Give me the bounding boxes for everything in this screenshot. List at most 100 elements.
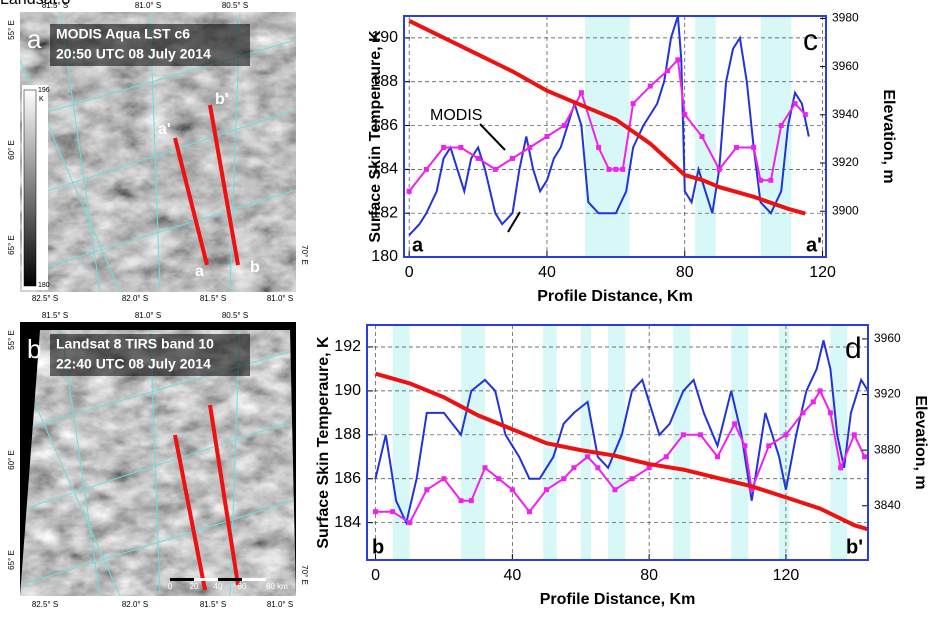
lon-label: 55° E — [7, 330, 16, 350]
colorbar-label: 196 — [38, 87, 50, 94]
series-marker — [800, 410, 806, 416]
series-marker — [468, 498, 474, 504]
x-tick-label: 80 — [640, 567, 658, 584]
lat-label: 81.5° S — [200, 600, 226, 609]
shaded-region — [673, 325, 691, 560]
shaded-region — [580, 325, 591, 560]
point-label: b' — [215, 91, 229, 108]
point-label: a' — [158, 121, 171, 138]
panel-label: b — [27, 334, 41, 364]
graticule — [20, 12, 296, 596]
profile-lines — [173, 104, 240, 591]
series-marker — [663, 454, 669, 460]
series-marker — [629, 476, 635, 482]
series-marker — [612, 487, 618, 493]
scale-bar — [170, 578, 266, 581]
series-marker — [595, 465, 601, 471]
plot-frame — [403, 15, 827, 258]
series-line — [408, 16, 810, 236]
series-marker — [613, 166, 619, 172]
y-tick-label: 186 — [371, 117, 398, 134]
title-box — [50, 334, 250, 376]
colorbar — [23, 89, 37, 287]
panel-label: d — [845, 332, 862, 365]
scale-label: 0 — [168, 582, 173, 591]
series-marker — [838, 465, 844, 471]
series-marker — [571, 465, 577, 471]
x-tick-label: 120 — [773, 567, 800, 584]
lat-label: 82.5° S — [32, 294, 58, 303]
scale-label: 40 — [214, 582, 223, 591]
series-marker — [810, 399, 816, 405]
lat-label: 81.5° S — [200, 294, 226, 303]
series-marker — [778, 123, 784, 129]
lat-label: 81.5° S — [42, 1, 68, 10]
series-annotation: Landsat 8 — [0, 0, 70, 8]
series-line — [408, 19, 806, 216]
lat-label: 82.5° S — [32, 600, 58, 609]
y2-tick-label: 3900 — [832, 203, 859, 217]
map-title: Landsat 8 TIRS band 10 — [56, 336, 214, 352]
shaded-region — [584, 16, 630, 257]
series-marker — [665, 68, 671, 74]
y-tick-label: 184 — [371, 161, 398, 178]
lat-label: 80.5° S — [222, 311, 248, 320]
series-marker — [862, 454, 868, 460]
corner-label: b — [372, 536, 384, 558]
series-marker — [827, 410, 833, 416]
y2-tick-label: 3960 — [874, 331, 901, 345]
plot-area — [404, 16, 826, 257]
y-axis-title: Surface Skin Temperaure, K — [367, 30, 384, 243]
y2-tick-label: 3980 — [832, 11, 859, 25]
y-axis-title: Surface Skin Temperaure, K — [315, 336, 332, 549]
series-marker — [407, 520, 413, 526]
colorbar-label: K — [39, 96, 44, 103]
series-marker — [526, 509, 532, 515]
series-marker — [751, 144, 757, 150]
annotation-leader — [479, 123, 506, 151]
series-marker — [742, 443, 748, 449]
series-marker — [715, 454, 721, 460]
series-marker — [716, 166, 722, 172]
point-label: a — [195, 263, 204, 280]
series-marker — [783, 432, 789, 438]
panel-label: c — [803, 24, 818, 57]
colorbar-label: 180 — [38, 282, 50, 289]
series-marker — [768, 177, 774, 183]
series-marker — [458, 498, 464, 504]
series-marker — [749, 487, 755, 493]
y2-tick-label: 3840 — [874, 498, 901, 512]
series-marker — [544, 134, 550, 139]
corner-label: a' — [806, 234, 822, 256]
shaded-region — [731, 325, 749, 560]
map-title: 22:40 UTC 08 July 2014 — [56, 356, 211, 372]
plot-area — [367, 325, 868, 560]
series-marker — [578, 90, 584, 96]
series-marker — [620, 166, 626, 172]
y2-axis-title: Elevation, m — [912, 395, 929, 489]
scale-label: 20 — [190, 582, 199, 591]
y-tick-label: 182 — [371, 204, 398, 221]
series-marker — [561, 123, 567, 129]
lon-label: 55° E — [7, 20, 16, 40]
lat-label: 81.0° S — [267, 600, 293, 609]
y-tick-label: 188 — [371, 73, 398, 90]
y-tick-label: 188 — [334, 426, 361, 443]
corner-label: a — [412, 234, 424, 256]
series-marker — [458, 144, 464, 150]
shaded-region — [695, 16, 716, 257]
series-line — [374, 371, 868, 532]
y-tick-label: 190 — [371, 29, 398, 46]
corner-label: b' — [846, 536, 863, 558]
series-marker — [732, 421, 738, 427]
series-marker — [510, 155, 516, 161]
series-marker — [647, 83, 653, 89]
series-line — [374, 340, 868, 526]
x-tick-label: 80 — [676, 264, 694, 281]
shaded-region — [779, 325, 790, 560]
scale-label: 80 km — [266, 582, 288, 591]
plot-frame — [366, 324, 869, 561]
series-marker — [817, 388, 823, 394]
series-marker — [758, 177, 764, 183]
